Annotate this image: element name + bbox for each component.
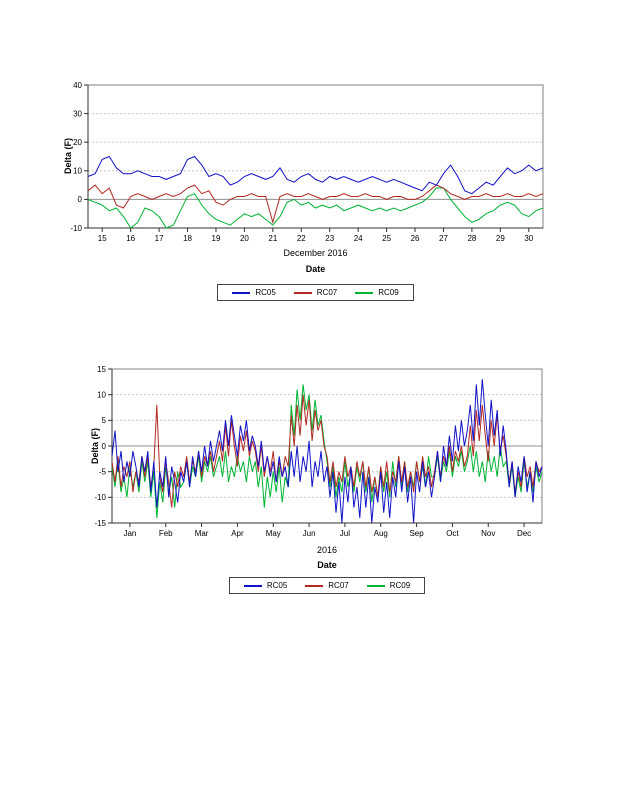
legend-item-rc05: RC05	[243, 581, 288, 590]
rc07-line-swatch	[293, 291, 312, 294]
legend-item-rc09: RC09	[366, 581, 411, 590]
y-axis-title: Delta (F)	[90, 428, 100, 464]
svg-text:Jan: Jan	[123, 529, 136, 538]
svg-text:-15: -15	[94, 519, 106, 528]
svg-text:26: 26	[411, 234, 420, 243]
svg-text:0: 0	[102, 442, 107, 451]
svg-text:Aug: Aug	[374, 529, 388, 538]
svg-text:Nov: Nov	[481, 529, 495, 538]
svg-text:30: 30	[524, 234, 533, 243]
legend-label-rc07: RC07	[328, 581, 349, 590]
plot-area-december: 40 30 20 10 0 -10 15 16 17 18 19 20 21 22 23 24 25 26 27 28…	[70, 81, 544, 243]
svg-text:15: 15	[97, 365, 106, 374]
legend-label-rc09: RC09	[389, 581, 411, 590]
svg-text:0: 0	[78, 195, 83, 204]
svg-text:10: 10	[97, 390, 106, 399]
x-axis-title: Date	[305, 264, 326, 274]
svg-text:25: 25	[382, 234, 391, 243]
svg-text:5: 5	[102, 416, 107, 425]
svg-text:Oct: Oct	[446, 529, 459, 538]
svg-text:27: 27	[439, 234, 448, 243]
legend: RC05 RC07 RC09	[228, 577, 426, 594]
x-axis-title: Date	[317, 560, 337, 570]
svg-text:-10: -10	[70, 224, 82, 233]
svg-text:Jul: Jul	[340, 529, 350, 538]
x-axis-period-label: 2016	[316, 545, 338, 555]
svg-text:18: 18	[183, 234, 192, 243]
svg-text:21: 21	[268, 234, 277, 243]
svg-text:17: 17	[155, 234, 164, 243]
svg-text:24: 24	[354, 234, 363, 243]
svg-text:Dec: Dec	[517, 529, 531, 538]
rc05-line-swatch	[243, 584, 262, 587]
chart-year-2016: Delta (F) 15 10 5 0 -5 -10 -15 Jan Feb Mar Apr May J…	[80, 363, 560, 613]
legend-container: RC05 RC07 RC09	[112, 577, 542, 594]
svg-text:19: 19	[212, 234, 221, 243]
legend-label-rc07: RC07	[316, 288, 338, 297]
svg-text:Feb: Feb	[159, 529, 173, 538]
legend-item-rc07: RC07	[305, 581, 349, 590]
rc05-line-swatch	[232, 291, 251, 294]
svg-text:29: 29	[496, 234, 505, 243]
svg-text:Apr: Apr	[231, 529, 244, 538]
svg-text:20: 20	[73, 138, 82, 147]
svg-text:23: 23	[325, 234, 334, 243]
svg-text:10: 10	[73, 167, 82, 176]
svg-text:Sep: Sep	[409, 529, 424, 538]
svg-text:20: 20	[240, 234, 249, 243]
legend-item-rc09: RC09	[355, 288, 399, 297]
svg-text:-5: -5	[99, 467, 107, 476]
rc07-line-swatch	[305, 584, 324, 587]
svg-text:40: 40	[73, 81, 82, 90]
svg-text:Mar: Mar	[195, 529, 209, 538]
svg-text:15: 15	[98, 234, 107, 243]
svg-text:22: 22	[297, 234, 306, 243]
x-axis-period-label: December 2016	[283, 248, 348, 258]
svg-text:28: 28	[467, 234, 476, 243]
legend-container: RC05 RC07 RC09	[88, 284, 543, 301]
legend: RC05 RC07 RC09	[217, 284, 414, 301]
svg-text:16: 16	[126, 234, 135, 243]
svg-text:Jun: Jun	[303, 529, 316, 538]
rc09-line-swatch	[366, 584, 385, 587]
y-axis-title: Delta (F)	[63, 138, 73, 174]
svg-text:30: 30	[73, 109, 82, 118]
legend-label-rc05: RC05	[266, 581, 288, 590]
legend-label-rc09: RC09	[378, 288, 399, 297]
legend-label-rc05: RC05	[255, 288, 276, 297]
rc09-line-swatch	[355, 291, 374, 294]
svg-text:May: May	[266, 529, 281, 538]
chart-december-2016: Delta (F) 40 30 20 10 0 -10 15 16 17 18 19 20 21 22 23…	[55, 80, 555, 320]
legend-item-rc07: RC07	[293, 288, 338, 297]
svg-text:-10: -10	[94, 493, 106, 502]
plot-area-year: 15 10 5 0 -5 -10 -15 Jan Feb Mar Apr May Jun Jul Aug Se…	[94, 365, 543, 538]
legend-item-rc05: RC05	[232, 288, 276, 297]
